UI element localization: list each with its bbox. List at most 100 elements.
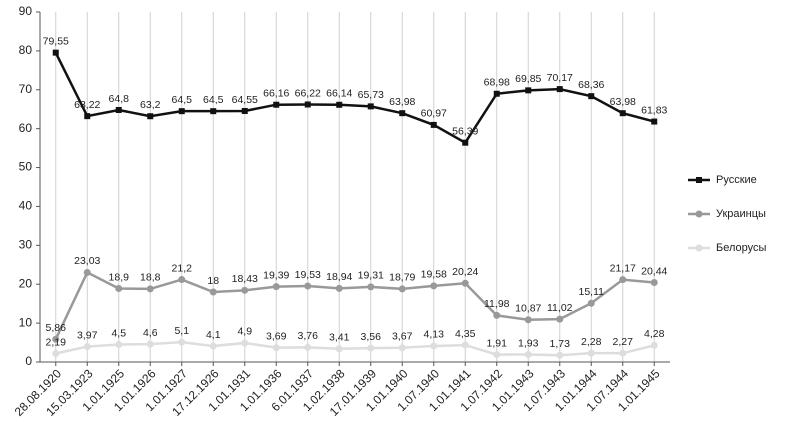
value-label: 18,9	[109, 271, 130, 283]
marker	[304, 282, 312, 290]
value-label: 1,91	[487, 337, 508, 349]
y-tick-label: 90	[19, 4, 33, 18]
value-label: 19,39	[263, 269, 289, 281]
series-line	[55, 340, 655, 357]
marker	[619, 276, 627, 284]
marker	[335, 345, 343, 353]
marker	[651, 118, 658, 125]
value-label: 15,11	[579, 286, 605, 298]
marker	[462, 139, 469, 146]
value-label: 3,76	[298, 330, 319, 342]
value-label: 3,67	[392, 331, 413, 343]
series-line	[54, 52, 655, 145]
marker	[146, 285, 154, 293]
marker	[367, 103, 374, 110]
marker	[178, 276, 186, 284]
value-label: 3,56	[361, 331, 382, 343]
marker	[52, 349, 60, 357]
y-tick-label: 50	[19, 160, 33, 174]
value-label: 19,31	[358, 270, 384, 282]
value-label: 60,97	[421, 108, 447, 120]
value-label: 66,22	[295, 87, 321, 99]
marker	[336, 101, 343, 108]
value-label: 68,36	[578, 79, 604, 91]
value-label: 4,9	[237, 326, 252, 338]
marker	[209, 342, 217, 350]
legend-label: Русские	[716, 174, 757, 186]
value-label: 18	[207, 275, 219, 287]
marker	[587, 349, 595, 357]
marker	[241, 107, 248, 114]
legend-label: Белорусы	[716, 242, 767, 254]
value-label: 66,14	[326, 88, 352, 100]
value-label: 4,6	[143, 327, 158, 339]
value-label: 69,85	[515, 73, 541, 85]
marker	[209, 288, 217, 296]
value-label: 18,8	[140, 272, 161, 284]
marker	[272, 344, 280, 352]
marker	[399, 110, 406, 117]
value-label: 63,98	[610, 96, 636, 108]
y-tick-label: 0	[25, 354, 32, 368]
value-label: 20,44	[641, 265, 667, 277]
value-label: 3,41	[329, 332, 350, 344]
marker	[525, 87, 532, 94]
marker	[493, 90, 500, 97]
marker	[619, 349, 627, 357]
value-label: 63,2	[140, 99, 161, 111]
marker	[178, 338, 186, 346]
legend-marker	[695, 244, 703, 252]
marker	[367, 283, 375, 291]
marker	[84, 113, 91, 120]
value-label: 61,83	[641, 104, 667, 116]
marker	[650, 279, 658, 287]
value-label: 18,43	[232, 273, 258, 285]
marker	[588, 93, 595, 100]
value-label: 10,87	[515, 303, 541, 315]
legend-marker	[695, 210, 703, 218]
value-label: 4,13	[424, 329, 445, 341]
y-tick-label: 70	[19, 82, 33, 96]
value-label: 4,28	[644, 328, 665, 340]
series-line	[54, 270, 655, 340]
value-label: 64,5	[203, 94, 224, 106]
y-tick-label: 80	[19, 43, 33, 57]
value-label: 5,86	[46, 322, 67, 334]
marker	[493, 351, 501, 359]
marker	[556, 86, 563, 93]
marker	[524, 316, 532, 324]
y-tick-label: 40	[19, 199, 33, 213]
value-label: 63,98	[389, 96, 415, 108]
marker	[556, 315, 564, 323]
value-label: 19,58	[421, 269, 447, 281]
marker	[430, 342, 438, 350]
value-label: 66,16	[263, 87, 289, 99]
value-label: 19,53	[295, 269, 321, 281]
marker	[52, 335, 60, 343]
marker	[556, 351, 564, 359]
marker	[461, 341, 469, 349]
marker	[650, 341, 658, 349]
marker	[398, 285, 406, 293]
legend-label: Украинцы	[716, 208, 766, 220]
marker	[146, 340, 154, 348]
value-label: 4,35	[455, 328, 476, 340]
legend-marker	[696, 177, 702, 183]
value-label: 3,97	[77, 329, 98, 341]
marker	[178, 108, 185, 115]
marker	[241, 339, 249, 347]
marker	[587, 299, 595, 307]
value-label: 2,28	[581, 336, 602, 348]
value-label: 64,8	[109, 93, 130, 105]
marker	[398, 344, 406, 352]
value-label: 20,24	[452, 266, 478, 278]
marker	[272, 283, 280, 291]
value-label: 56,39	[452, 125, 478, 137]
value-label: 64,5	[172, 94, 193, 106]
value-label: 21,17	[610, 262, 636, 274]
value-label: 2,19	[46, 336, 67, 348]
marker	[304, 343, 312, 351]
value-label: 65,73	[358, 89, 384, 101]
value-label: 5,1	[174, 325, 189, 337]
